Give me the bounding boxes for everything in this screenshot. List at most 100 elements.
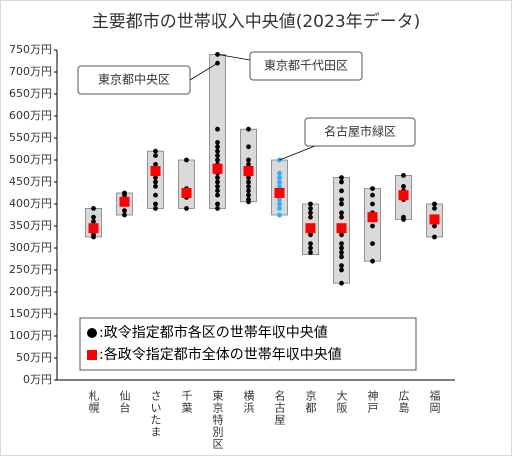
city-median (243, 166, 254, 176)
ward-dot (339, 250, 344, 255)
ward-dot (246, 199, 251, 205)
y-tick-label: 200万円 (9, 285, 52, 298)
x-tick-label: 横浜 (242, 389, 255, 414)
ward-dot (370, 201, 375, 207)
ward-dot (153, 206, 158, 211)
callout-line (279, 145, 316, 161)
ward-dot (401, 173, 406, 178)
callout-box (304, 117, 416, 147)
ward-dot (432, 223, 437, 229)
ward-dot (153, 148, 158, 154)
ward-dot (215, 144, 220, 150)
ward-dot (308, 245, 313, 251)
ward-dot (91, 206, 96, 211)
ward-dot (339, 267, 344, 273)
y-tick-label: 450万円 (9, 175, 52, 188)
ward-dot (277, 212, 282, 218)
ward-dot (215, 175, 220, 181)
ward-dot (215, 60, 220, 66)
x-tick-label: 札幌 (87, 390, 100, 414)
ward-dot (339, 197, 344, 203)
ward-dot (277, 179, 282, 185)
ward-dot (153, 179, 158, 185)
ward-dot (370, 186, 375, 192)
ward-dot (339, 214, 344, 220)
ward-dot (308, 241, 313, 247)
ward-dot (153, 175, 158, 181)
ward-dot (215, 206, 220, 211)
ward-dot (215, 179, 220, 185)
ward-dot (246, 162, 251, 167)
ward-dot (122, 192, 127, 198)
ward-dot (308, 206, 313, 211)
ward-dot (246, 184, 251, 189)
x-tick-label: 名古屋 (273, 389, 286, 426)
ward-dot (91, 234, 96, 240)
ward-dot (308, 210, 313, 216)
ward-dot (308, 201, 313, 207)
ward-dot (277, 201, 282, 207)
ward-dot (184, 206, 189, 211)
city-median (212, 163, 223, 174)
y-tick-label: 500万円 (9, 153, 52, 166)
ward-dot (184, 157, 189, 163)
y-tick-label: 350万円 (9, 219, 52, 232)
ward-dot (370, 241, 375, 247)
y-tick-label: 550万円 (9, 131, 52, 144)
y-tick-label: 300万円 (9, 241, 52, 254)
ward-dot (370, 223, 375, 229)
callout-box (77, 65, 191, 95)
ward-dot (215, 157, 220, 163)
y-tick-label: 400万円 (9, 197, 52, 210)
ward-dot (153, 184, 158, 189)
ward-dot (308, 250, 313, 255)
ward-dot (215, 148, 220, 154)
ward-dot (246, 157, 251, 163)
callout-text: 東京都中央区 (98, 72, 170, 87)
ward-dot (277, 184, 282, 189)
ward-dot (339, 232, 344, 238)
ward-dot (339, 254, 344, 260)
x-tick-label: 広島 (397, 390, 410, 414)
ward-dot (339, 175, 344, 181)
ward-dot (277, 206, 282, 211)
ward-dot (91, 219, 96, 225)
y-tick-label: 100万円 (9, 329, 52, 342)
x-tick-label: 仙台 (118, 390, 131, 414)
x-tick-label: 千葉 (180, 390, 193, 414)
y-tick-label: 0万円 (23, 373, 52, 386)
ward-dot (246, 192, 251, 198)
ward-dot (215, 201, 220, 207)
y-tick-label: 700万円 (9, 65, 52, 78)
ward-dot (122, 212, 127, 218)
callout-line (217, 54, 251, 61)
ward-dot (91, 214, 96, 220)
callout-line (189, 62, 218, 81)
ward-dot (246, 188, 251, 194)
callout-box (249, 51, 363, 81)
city-median (429, 214, 440, 225)
city-median (181, 188, 192, 198)
ward-dot (339, 245, 344, 251)
y-tick-label: 50万円 (16, 351, 52, 364)
ward-dot (339, 179, 344, 185)
ward-dot (277, 197, 282, 203)
ward-dot (153, 153, 158, 159)
ward-dot (339, 201, 344, 207)
city-median (88, 223, 99, 234)
legend-marker (87, 328, 97, 338)
ward-dot (246, 144, 251, 150)
ward-dot (339, 241, 344, 247)
range-box (178, 159, 195, 209)
city-median (119, 196, 130, 207)
y-tick-label: 600万円 (9, 109, 52, 122)
ward-dot (308, 214, 313, 220)
callout-text: 名古屋市緑区 (324, 124, 396, 139)
city-median (305, 223, 316, 234)
city-median (150, 166, 161, 176)
x-tick-label: 神戸 (366, 389, 379, 414)
y-tick-label: 650万円 (9, 87, 52, 100)
ward-dot (277, 175, 282, 181)
x-tick-label: 福岡 (428, 389, 441, 414)
ward-dot (153, 201, 158, 207)
